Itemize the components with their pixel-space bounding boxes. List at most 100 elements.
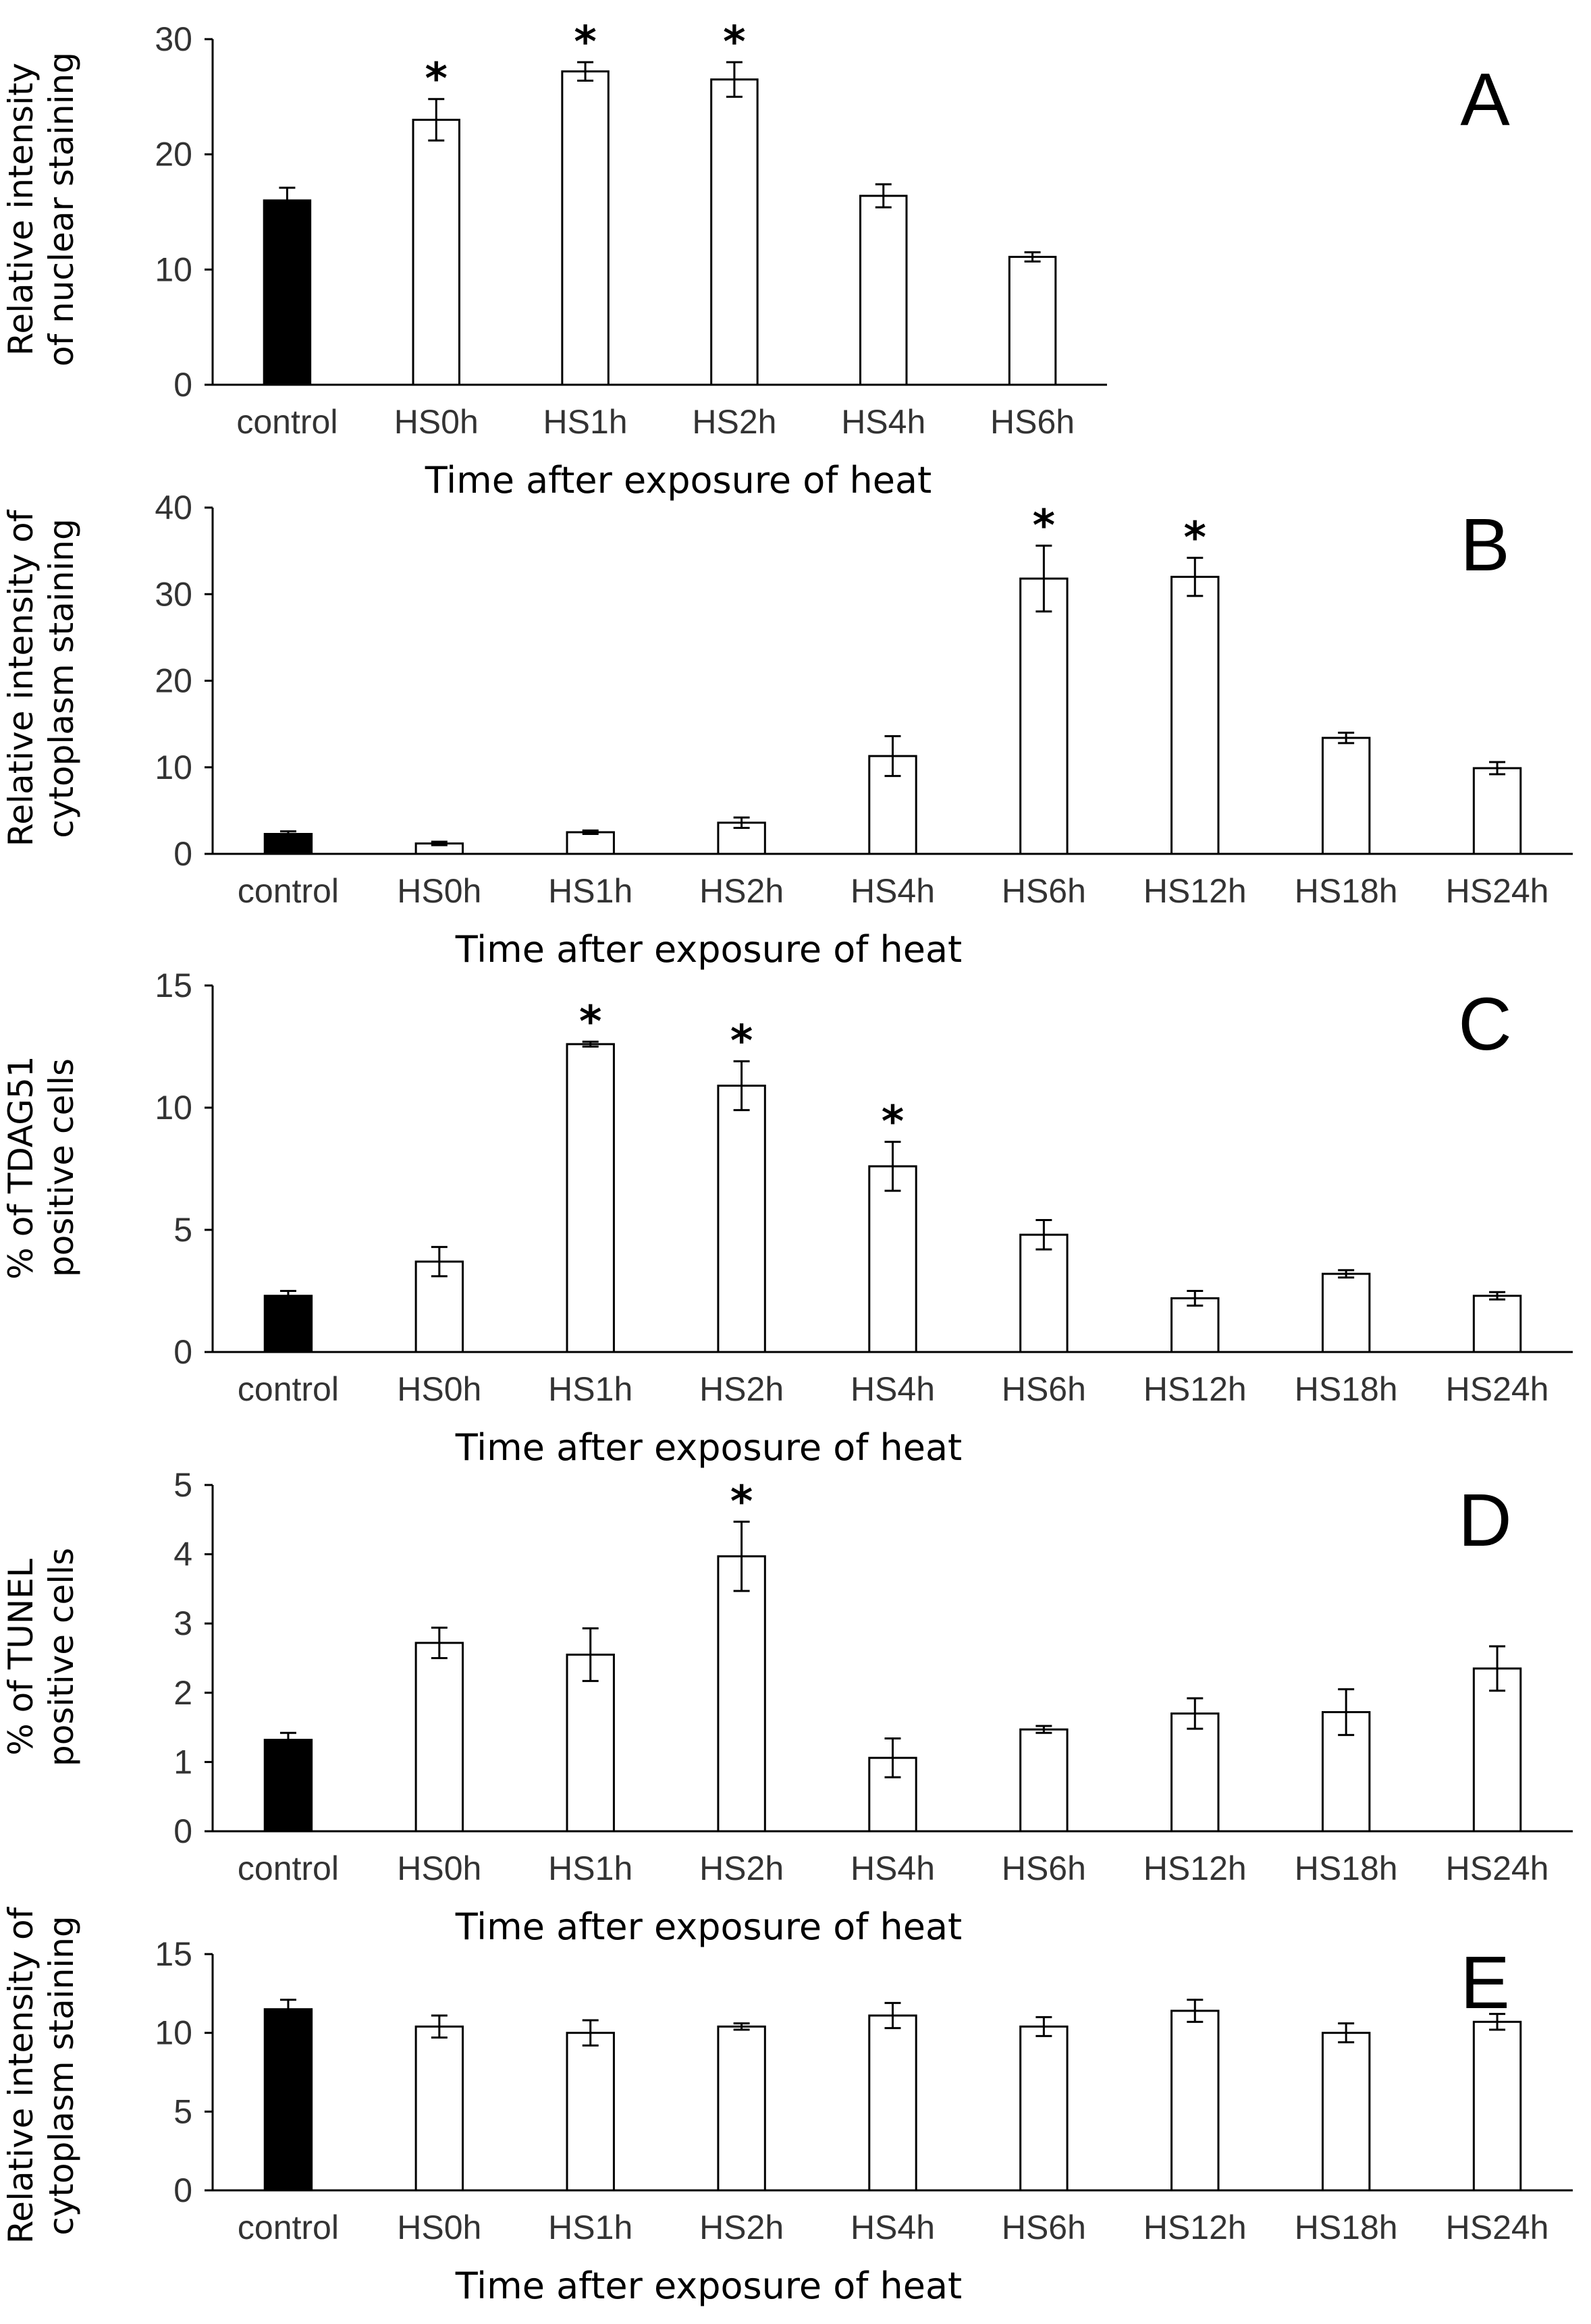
y-tick-label: 40	[155, 489, 192, 526]
y-tick-label: 30	[155, 20, 192, 58]
bar-hs12h	[1170, 1297, 1220, 1353]
bar-hs6h	[1008, 256, 1057, 386]
bar-hs2h	[717, 1084, 766, 1353]
y-axis-title-line: positive cells	[42, 1548, 81, 1766]
x-tick-label-hs18h: HS18h	[1295, 1849, 1398, 1887]
x-tick-label-hs1h: HS1h	[543, 403, 628, 441]
y-axis-title-line: of nuclear staining	[42, 52, 81, 367]
y-axis-title-line: Relative intensity of	[1, 1906, 41, 2244]
x-tick-label-hs0h: HS0h	[394, 403, 479, 441]
bar-hs2h	[717, 2025, 766, 2192]
panel-b: 0 10 20 30 40 control HS0h HS1h HS2h HS4h HS6h * HS1…	[1, 489, 1573, 971]
y-tick-label: 15	[155, 1935, 192, 1973]
panel-a: 0 10 20 30 control HS0h * HS1h * HS2h * HS4h HS6h Tim…	[1, 18, 1510, 502]
bar-hs2h	[710, 78, 759, 386]
bar-hs1h	[566, 831, 615, 855]
y-tick-label: 5	[173, 1466, 192, 1504]
x-axis-title: Time after exposure of heat	[455, 2265, 962, 2307]
bar-hs0h	[412, 118, 460, 386]
bar-control	[263, 2008, 313, 2192]
x-tick-label-control: control	[238, 1849, 339, 1887]
x-tick-label-hs1h: HS1h	[548, 1370, 632, 1408]
x-tick-label-hs2h: HS2h	[699, 2209, 784, 2246]
y-axis-title-line: Relative intensity of	[1, 509, 41, 846]
x-tick-label-control: control	[238, 1370, 339, 1408]
y-axis-title-line: Relative intensity	[1, 63, 41, 356]
x-tick-label-hs12h: HS12h	[1143, 2209, 1247, 2246]
bar-control	[263, 1295, 313, 1353]
bar-hs18h	[1321, 2032, 1371, 2192]
x-tick-label-hs24h: HS24h	[1446, 872, 1549, 910]
bar-hs6h	[1019, 1233, 1069, 1353]
y-tick-label: 30	[155, 575, 192, 613]
panel-label: D	[1458, 1479, 1511, 1562]
x-tick-label-hs18h: HS18h	[1295, 872, 1398, 910]
y-tick-label: 10	[155, 250, 192, 288]
panel-d: 0 1 2 3 4 5 control HS0h HS1h HS2h * HS4h HS6h HS12h H…	[1, 1466, 1573, 1948]
x-tick-label-hs18h: HS18h	[1295, 2209, 1398, 2246]
y-tick-label: 15	[155, 967, 192, 1004]
x-tick-label-hs0h: HS0h	[397, 1849, 481, 1887]
bar-hs1h	[561, 70, 610, 386]
x-tick-label-hs18h: HS18h	[1295, 1370, 1398, 1408]
x-tick-label-control: control	[238, 2209, 339, 2246]
bar-hs12h	[1170, 2009, 1220, 2192]
x-tick-label-hs0h: HS0h	[397, 1370, 481, 1408]
x-tick-label-hs24h: HS24h	[1446, 2209, 1549, 2246]
x-axis-title: Time after exposure of heat	[455, 928, 962, 971]
y-axis-title-line: cytoplasm staining	[42, 518, 81, 838]
x-axis-title: Time after exposure of heat	[455, 1906, 962, 1948]
x-axis-title: Time after exposure of heat	[425, 459, 932, 502]
y-tick-label: 10	[155, 1089, 192, 1127]
x-tick-label-hs4h: HS4h	[851, 872, 935, 910]
y-tick-label: 0	[173, 1812, 192, 1850]
bar-hs6h	[1019, 577, 1069, 855]
significance-marker: *	[723, 18, 745, 67]
bar-hs1h	[566, 1043, 615, 1353]
significance-marker: *	[882, 1098, 904, 1147]
y-tick-label: 4	[173, 1536, 192, 1573]
x-tick-label-control: control	[236, 403, 338, 441]
panel-label: C	[1458, 983, 1511, 1066]
significance-marker: *	[1184, 513, 1206, 563]
x-tick-label-hs6h: HS6h	[1002, 1849, 1086, 1887]
x-tick-label-hs24h: HS24h	[1446, 1849, 1549, 1887]
bar-hs24h	[1472, 1667, 1522, 1833]
x-tick-label-hs6h: HS6h	[1002, 872, 1086, 910]
x-tick-label-hs2h: HS2h	[699, 872, 784, 910]
y-tick-label: 5	[173, 2092, 192, 2130]
y-axis-title-line: % of TDAG51	[1, 1056, 41, 1279]
significance-marker: *	[1033, 501, 1055, 551]
x-tick-label-hs1h: HS1h	[548, 1849, 632, 1887]
y-axis-title: Relative intensityof nuclear staining	[1, 52, 81, 367]
significance-marker: *	[425, 55, 448, 105]
bar-hs6h	[1019, 2025, 1069, 2192]
bar-hs4h	[868, 1165, 917, 1353]
significance-marker: *	[574, 18, 596, 67]
bar-hs4h	[859, 194, 908, 386]
bar-hs2h	[717, 1555, 766, 1833]
bar-hs24h	[1472, 767, 1522, 855]
bar-hs24h	[1472, 2020, 1522, 2192]
x-tick-label-hs6h: HS6h	[1002, 1370, 1086, 1408]
panel-c: 0 5 10 15 control HS0h HS1h * HS2h * HS4h * HS6h HS12…	[1, 967, 1573, 1469]
y-tick-label: 0	[173, 366, 192, 404]
y-tick-label: 10	[155, 749, 192, 786]
x-tick-label-hs12h: HS12h	[1143, 1849, 1247, 1887]
x-tick-label-hs2h: HS2h	[699, 1849, 784, 1887]
bar-hs0h	[414, 1642, 464, 1833]
significance-marker: *	[730, 1017, 753, 1066]
bar-hs0h	[414, 2025, 464, 2192]
panel-label: E	[1460, 1941, 1509, 2024]
bar-hs18h	[1321, 736, 1371, 855]
bar-hs18h	[1321, 1272, 1371, 1353]
y-tick-label: 3	[173, 1604, 192, 1642]
y-tick-label: 20	[155, 136, 192, 173]
bar-hs6h	[1019, 1728, 1069, 1833]
panel-e: 0 5 10 15 control HS0h HS1h HS2h HS4h HS6h HS12h HS…	[1, 1906, 1573, 2307]
x-axis-title: Time after exposure of heat	[455, 1426, 962, 1469]
y-tick-label: 0	[173, 1333, 192, 1371]
x-tick-label-hs24h: HS24h	[1446, 1370, 1549, 1408]
x-tick-label-hs4h: HS4h	[851, 2209, 935, 2246]
